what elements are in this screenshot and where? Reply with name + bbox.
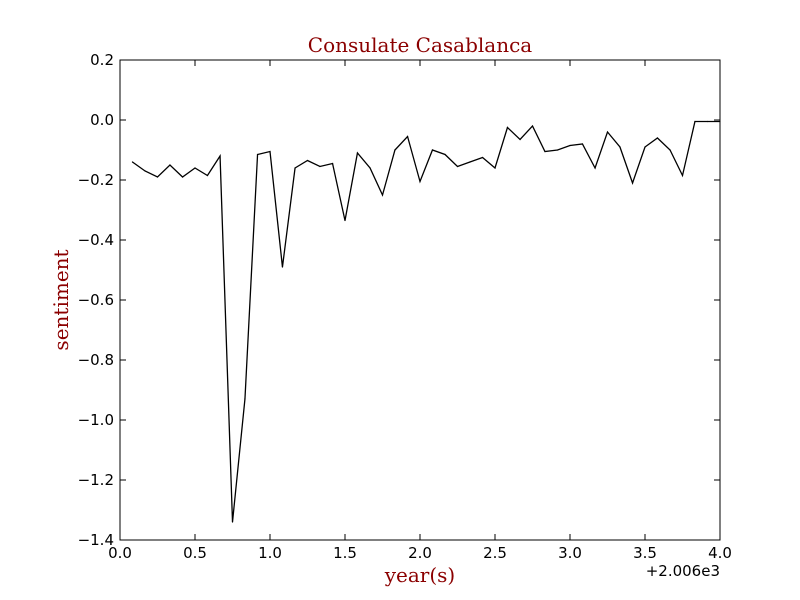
y-tick-label: −0.4	[78, 231, 114, 249]
data-point	[356, 152, 359, 154]
x-tick-label: 1.0	[258, 544, 282, 562]
data-point	[294, 167, 296, 169]
x-tick-label: 2.5	[483, 544, 507, 562]
data-point	[219, 155, 221, 157]
data-point	[331, 162, 334, 165]
tick-labels-layer: 0.0 0.5 1.0 1.5 2.0 2.5 3.0 3.5 4.0 0.2 0.0 −0.2 −0.…	[78, 51, 732, 562]
x-offset-label: +2.006e3	[646, 562, 720, 580]
chart-title: Consulate Casablanca	[308, 33, 533, 57]
x-tick-label: 1.5	[333, 544, 357, 562]
data-point	[544, 150, 546, 153]
data-point	[231, 521, 234, 523]
plot-area	[120, 60, 720, 540]
data-point	[681, 174, 684, 177]
data-point	[244, 398, 246, 400]
data-point	[656, 137, 659, 139]
x-tick-label: 4.0	[708, 544, 732, 562]
y-tick-label: 0.0	[90, 111, 114, 129]
data-point	[269, 150, 271, 153]
data-point	[669, 149, 671, 151]
y-tick-label: −1.2	[78, 471, 114, 489]
data-point	[419, 180, 421, 183]
data-point	[556, 149, 559, 151]
plot-frame	[119, 59, 721, 541]
data-point	[281, 266, 284, 268]
data-point	[506, 126, 509, 129]
data-point	[494, 167, 496, 169]
data-point	[344, 219, 346, 222]
data-point	[519, 138, 521, 141]
x-tick-label: 2.0	[408, 544, 432, 562]
data-point	[431, 149, 434, 151]
data-point	[306, 159, 309, 162]
data-point	[156, 176, 159, 178]
data-point	[256, 153, 259, 156]
x-axis-label: year(s)	[384, 563, 456, 587]
data-point	[394, 149, 396, 151]
data-point	[606, 131, 609, 133]
x-tick-label: 3.5	[633, 544, 657, 562]
data-point	[444, 153, 446, 156]
data-point	[631, 182, 634, 184]
data-point	[144, 170, 146, 172]
data-point	[481, 156, 484, 159]
data-point	[569, 144, 571, 147]
data-point	[581, 143, 584, 145]
x-tick-label: 3.0	[558, 544, 582, 562]
data-point	[531, 125, 534, 127]
data-point	[706, 120, 709, 123]
data-point	[319, 165, 321, 168]
x-tick-label: 0.0	[108, 544, 132, 562]
data-point	[381, 194, 384, 196]
data-point	[169, 164, 171, 166]
y-tick-label: 0.2	[90, 51, 114, 69]
series-line	[132, 120, 720, 523]
data-point	[594, 167, 596, 169]
y-tick-label: −1.4	[78, 531, 114, 549]
data-point	[456, 165, 459, 168]
y-tick-label: −0.8	[78, 351, 114, 369]
y-tick-label: −1.0	[78, 411, 114, 429]
y-axis-label: sentiment	[49, 249, 73, 350]
data-point	[181, 176, 184, 178]
data-point	[369, 167, 371, 169]
y-tick-label: −0.2	[78, 171, 114, 189]
data-point	[694, 120, 696, 123]
data-point	[406, 135, 409, 138]
x-tick-label: 0.5	[183, 544, 207, 562]
data-point	[194, 167, 196, 169]
data-point	[619, 146, 621, 148]
data-point	[644, 146, 646, 148]
y-tick-label: −0.6	[78, 291, 114, 309]
data-point	[131, 161, 134, 163]
data-point	[469, 161, 471, 163]
data-point	[206, 174, 209, 177]
